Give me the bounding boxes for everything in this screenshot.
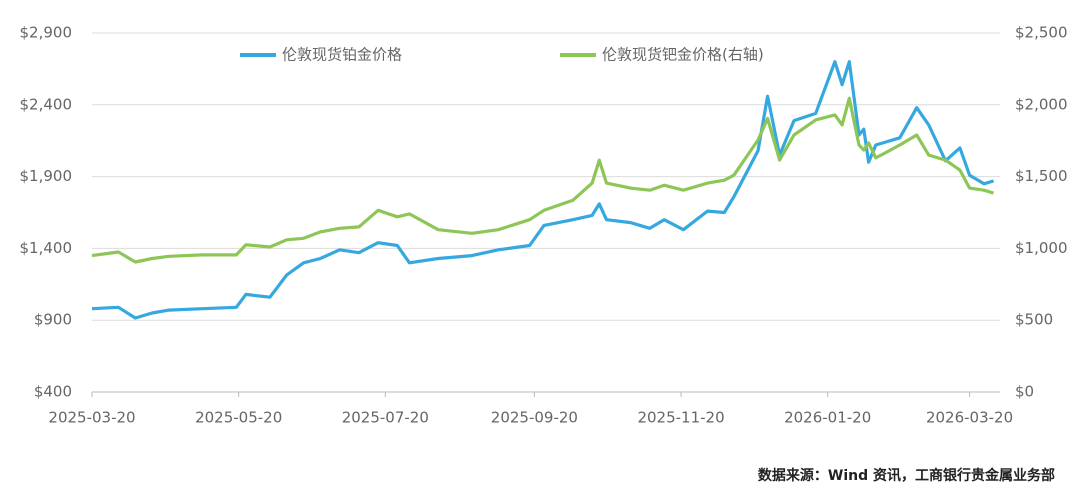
x-tick-label: 2026-03-20 — [926, 409, 1013, 427]
x-tick-label: 2025-07-20 — [342, 409, 429, 427]
y-tick-label: $2,900 — [20, 24, 73, 42]
legend-label: 伦敦现货钯金价格(右轴) — [602, 46, 764, 64]
y-tick-label: $2,400 — [20, 95, 73, 113]
y2-tick-label: $1,000 — [1015, 239, 1068, 257]
legend-label: 伦敦现货铂金价格 — [282, 46, 402, 64]
y-tick-label: $900 — [34, 311, 72, 329]
x-tick-label: 2025-03-20 — [48, 409, 135, 427]
y2-tick-label: $500 — [1015, 311, 1053, 329]
y-tick-label: $1,400 — [20, 239, 73, 257]
y-tick-label: $400 — [34, 383, 72, 401]
y2-tick-label: $2,000 — [1015, 95, 1068, 113]
x-tick-label: 2025-05-20 — [195, 409, 282, 427]
x-tick-label: 2025-11-20 — [637, 409, 724, 427]
x-tick-label: 2026-01-20 — [784, 409, 871, 427]
x-tick-label: 2025-09-20 — [491, 409, 578, 427]
y2-tick-label: $2,500 — [1015, 24, 1068, 42]
y2-tick-label: $1,500 — [1015, 167, 1068, 185]
y2-tick-label: $0 — [1015, 383, 1034, 401]
y-tick-label: $1,900 — [20, 167, 73, 185]
source-note: 数据来源：Wind 资讯，工商银行贵金属业务部 — [758, 467, 1055, 484]
series-line — [91, 96, 995, 264]
series-line — [91, 60, 995, 320]
